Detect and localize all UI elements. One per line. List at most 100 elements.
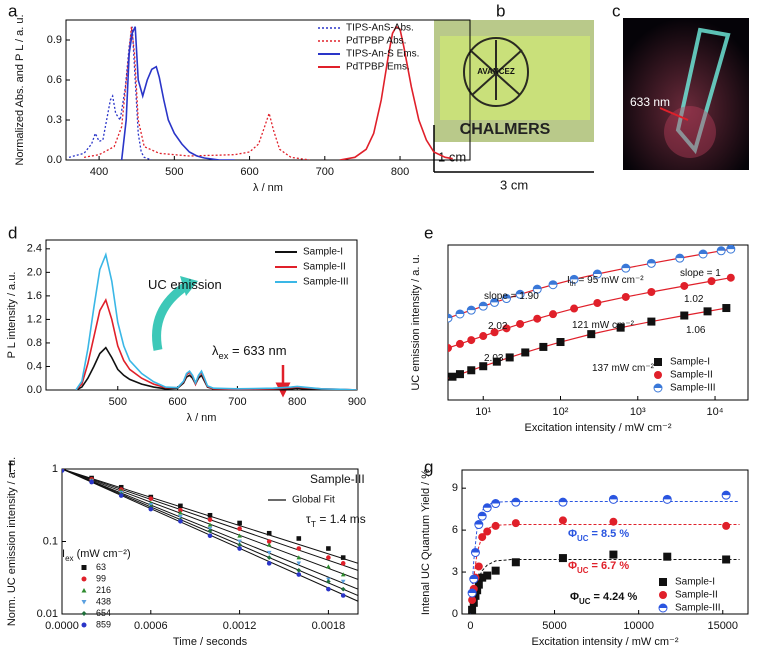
- marker: [533, 314, 542, 323]
- marker: [722, 555, 731, 564]
- marker: [663, 552, 672, 561]
- y-tick-label: 2.0: [27, 266, 42, 278]
- text-part: = 6.7 %: [588, 560, 629, 572]
- marker: [326, 555, 331, 560]
- annotation: UC emission: [148, 277, 222, 292]
- y-tick-label: 6: [452, 524, 458, 536]
- marker: [502, 324, 511, 333]
- marker: [482, 503, 492, 513]
- marker: [178, 514, 183, 519]
- x-axis-label: λ / nm: [187, 412, 217, 424]
- marker: [511, 519, 520, 528]
- logo-text: CHALMERS: [460, 121, 551, 138]
- photo-c: 633 nm: [623, 18, 749, 170]
- marker: [659, 591, 667, 599]
- marker: [237, 526, 242, 532]
- marker: [478, 533, 487, 542]
- marker: [505, 353, 514, 362]
- marker-half: [609, 495, 618, 500]
- marker-half: [675, 254, 684, 259]
- marker: [326, 546, 331, 551]
- marker: [118, 484, 124, 490]
- marker: [118, 493, 124, 498]
- marker-half: [471, 548, 480, 553]
- legend-label: Sample-III: [670, 383, 716, 394]
- marker: [81, 611, 87, 616]
- marker: [62, 469, 65, 473]
- marker: [662, 494, 672, 504]
- x-axis-label: Excitation intensity / mW cm⁻²: [531, 636, 678, 648]
- marker: [653, 383, 663, 393]
- marker-half: [558, 498, 567, 503]
- marker: [266, 539, 272, 544]
- text-part: UC: [577, 566, 589, 575]
- text-part: = 1.4 ms: [316, 512, 366, 526]
- panel-letter: c: [612, 1, 621, 20]
- x-tick-label: 0.0012: [223, 620, 257, 632]
- marker-half: [699, 250, 708, 255]
- text-part: 2.03: [484, 353, 504, 364]
- annotation: ΦUC = 4.24 %: [570, 591, 637, 606]
- x-tick-label: 10²: [553, 406, 569, 418]
- marker: [521, 348, 530, 357]
- marker: [698, 249, 708, 259]
- panel-letter: d: [8, 223, 17, 242]
- x-tick-label: 500: [109, 396, 127, 408]
- crest-text: AVANCEZ: [477, 67, 515, 76]
- marker: [658, 603, 668, 613]
- legend-label: 216: [96, 585, 111, 595]
- marker-half: [468, 589, 477, 594]
- marker-half: [726, 245, 735, 250]
- annotation: 1.02: [684, 294, 704, 305]
- marker-half: [455, 309, 464, 314]
- y-axis-label: P L intensity / a.u.: [6, 272, 18, 359]
- annotation: slope = 1.90: [484, 291, 539, 302]
- marker: [647, 288, 656, 297]
- annotation: ΦUC = 6.7 %: [568, 560, 629, 575]
- marker-half: [717, 246, 726, 251]
- marker: [296, 536, 302, 541]
- y-tick-label: 1.2: [27, 313, 42, 325]
- text-part: = 4.24 %: [590, 591, 637, 603]
- legend-label: Global Fit: [292, 495, 335, 506]
- text-part: = 8.5 %: [588, 528, 629, 540]
- marker: [433, 348, 441, 356]
- annotation: λex = 633 nm: [212, 343, 287, 361]
- x-tick-label: 500: [165, 166, 183, 178]
- legend-label: 859: [96, 619, 111, 629]
- marker-half: [647, 259, 656, 264]
- marker: [469, 574, 479, 584]
- panel-letter: e: [424, 223, 433, 242]
- plot-frame: [45, 239, 358, 391]
- text-part: 1.06: [686, 325, 706, 336]
- annotation: Ith = 95 mW cm⁻²: [567, 275, 644, 289]
- uc-arrow: [152, 282, 189, 351]
- marker-half: [490, 298, 499, 303]
- annotation: τT = 1.4 ms: [306, 512, 366, 529]
- marker: [455, 309, 465, 319]
- y-tick-label: 0.1: [43, 535, 58, 547]
- panel-letter: a: [8, 1, 18, 20]
- film: [440, 36, 590, 120]
- annotation: ΦUC = 8.5 %: [568, 528, 629, 543]
- text-part: slope = 1.90: [484, 291, 539, 302]
- text-part: UC: [577, 534, 589, 543]
- marker-half: [654, 384, 662, 388]
- cuvette-glow: [675, 27, 731, 155]
- marker-half: [483, 503, 492, 508]
- marker: [468, 596, 477, 605]
- y-tick-label: 0.01: [37, 608, 58, 620]
- text-part: τ: [306, 512, 311, 526]
- text-part: slope = 1: [680, 268, 721, 279]
- marker: [326, 579, 331, 584]
- x-tick-label: 900: [348, 396, 366, 408]
- marker: [570, 304, 579, 313]
- series-line: [120, 26, 235, 160]
- marker: [608, 494, 618, 504]
- marker: [675, 253, 685, 263]
- y-tick-label: 0.9: [47, 34, 62, 46]
- legend-label: Sample-II: [675, 590, 718, 601]
- x-tick-label: 0.0000: [45, 620, 79, 632]
- marker: [515, 289, 525, 299]
- text-part: ex: [65, 554, 73, 563]
